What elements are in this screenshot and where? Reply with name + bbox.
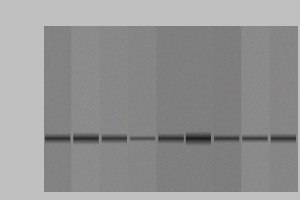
Text: 35: 35 [56,119,68,128]
Text: COS7: COS7 [158,34,181,43]
Text: HeLa: HeLa [93,34,115,43]
Text: Jurkat: Jurkat [179,34,203,43]
Text: 158: 158 [50,55,68,64]
Text: PC12: PC12 [224,34,246,43]
Text: MCF7: MCF7 [245,34,268,43]
Text: 48: 48 [56,97,68,106]
Text: HT29: HT29 [115,34,137,43]
Text: 79: 79 [56,78,68,87]
Text: 106: 106 [50,68,68,77]
Text: HepG2: HepG2 [68,34,96,43]
Text: 23: 23 [56,132,68,141]
Text: MDCK: MDCK [200,34,226,43]
Text: A549: A549 [137,34,159,43]
